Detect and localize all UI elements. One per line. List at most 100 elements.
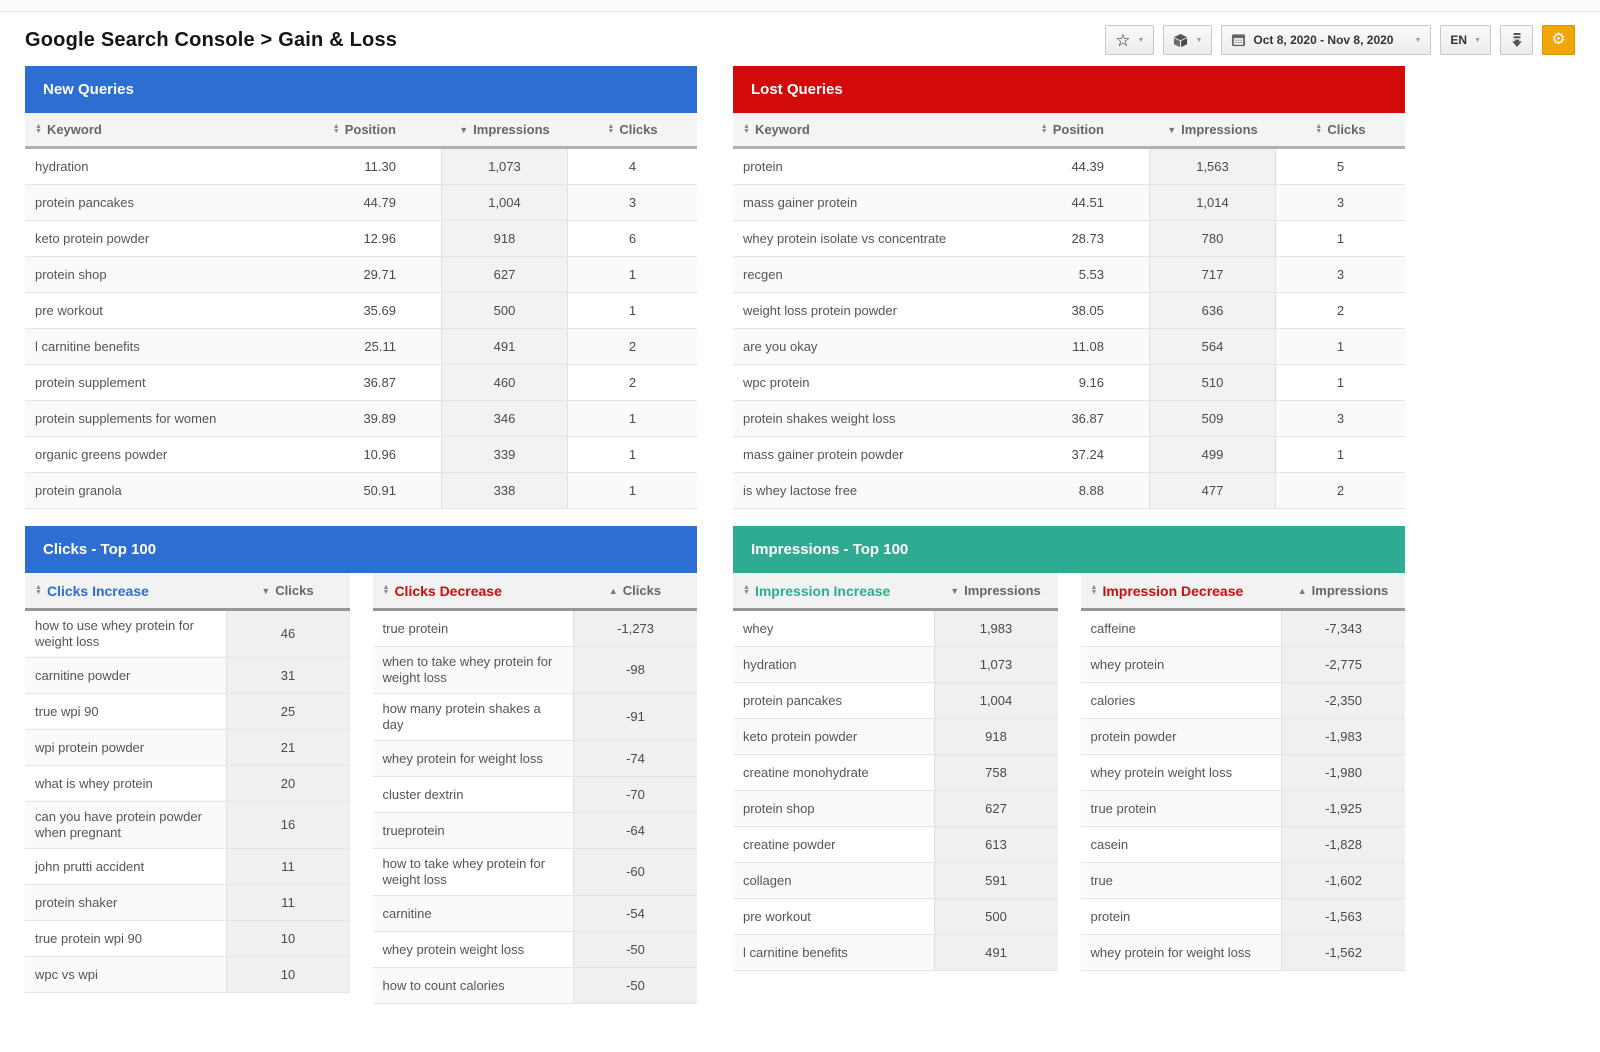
column-header-position[interactable]: ▲ ▼ Position <box>276 122 441 137</box>
table-row: weight loss protein powder 38.05 636 2 <box>733 293 1405 329</box>
table-row: protein shaker 11 <box>25 885 350 921</box>
column-label: Impressions <box>1311 583 1389 598</box>
sort-both-icon: ▲ ▼ <box>1090 583 1098 596</box>
column-header-impression-increase[interactable]: ▲ ▼ Impression Increase <box>733 583 934 599</box>
column-header-clicks[interactable]: ▲ Clicks <box>573 583 697 598</box>
clicks-decrease-table: ▲ ▼ Clicks Decrease ▲ Clicks true protein… <box>372 573 697 1004</box>
table-row: protein pancakes 44.79 1,004 3 <box>25 185 697 221</box>
cell-keyword: pre workout <box>35 302 103 318</box>
date-range-button[interactable]: Oct 8, 2020 - Nov 8, 2020 ▼ <box>1221 25 1432 55</box>
sort-both-icon: ▲ ▼ <box>1315 122 1323 135</box>
table-row: are you okay 11.08 564 1 <box>733 329 1405 365</box>
sort-asc-icon: ▲ <box>1297 585 1307 596</box>
column-header-impressions[interactable]: ▲ Impressions <box>1281 583 1405 598</box>
cell-value: 1,004 <box>933 683 1058 718</box>
column-header-impressions[interactable]: ▼ Impressions <box>934 583 1058 598</box>
cell-clicks: 1 <box>1336 446 1345 462</box>
new-queries-panel: New Queries ▲ ▼ Keyword ▲ ▼ Position ▼ Imp… <box>25 66 697 509</box>
cell-position: 11.30 <box>364 158 396 174</box>
column-header-clicks[interactable]: ▲ ▼ Clicks <box>568 122 697 137</box>
table-row: wpc vs wpi 10 <box>25 957 350 993</box>
cell-clicks: 2 <box>1336 302 1345 318</box>
table-row: whey protein for weight loss -74 <box>372 741 697 777</box>
column-header-impressions[interactable]: ▼ Impressions <box>1149 122 1276 137</box>
cell-value: -1,983 <box>1281 719 1405 754</box>
column-header-keyword[interactable]: ▲ ▼ Keyword <box>25 122 276 137</box>
cell-keyword: caffeine <box>1090 620 1136 636</box>
table-row: whey protein weight loss -50 <box>372 932 697 968</box>
cell-value: 627 <box>933 791 1058 826</box>
cell-impressions: 1,073 <box>441 149 568 184</box>
cell-value: -50 <box>573 932 697 967</box>
cell-value: 918 <box>933 719 1058 754</box>
table-row: carnitine powder 31 <box>25 658 350 694</box>
cell-position: 37.24 <box>1071 446 1104 462</box>
lost-queries-title: Lost Queries <box>733 66 1405 113</box>
cell-clicks: 1 <box>1336 338 1345 354</box>
cell-keyword: whey protein for weight loss <box>1090 944 1251 960</box>
table-row: protein supplements for women 39.89 346 1 <box>25 401 697 437</box>
cell-impressions: 1,563 <box>1149 149 1276 184</box>
cell-keyword: cluster dextrin <box>382 786 464 802</box>
sort-both-icon: ▲ ▼ <box>743 122 750 135</box>
cell-value: -1,562 <box>1281 935 1405 970</box>
table-row: trueprotein -64 <box>372 813 697 849</box>
table-row: hydration 1,073 <box>733 647 1058 683</box>
cell-keyword: calories <box>1090 692 1136 708</box>
product-button[interactable]: ▼ <box>1163 25 1213 55</box>
column-header-clicks[interactable]: ▼ Clicks <box>226 583 350 598</box>
cell-position: 11.08 <box>1072 338 1104 354</box>
table-row: john prutti accident 11 <box>25 849 350 885</box>
cell-keyword: l carnitine benefits <box>35 338 140 354</box>
sort-desc-icon: ▼ <box>950 585 960 596</box>
impression-increase-rows: whey 1,983 hydration 1,073 protein pancakes 1… <box>733 611 1058 971</box>
column-header-position[interactable]: ▲ ▼ Position <box>984 122 1149 137</box>
column-label: Clicks <box>622 583 662 598</box>
cell-position: 28.73 <box>1071 230 1104 246</box>
settings-button[interactable]: ⚙ <box>1542 25 1575 55</box>
cell-keyword: are you okay <box>743 338 818 354</box>
column-header-impression-decrease[interactable]: ▲ ▼ Impression Decrease <box>1081 583 1282 599</box>
table-row: protein 44.39 1,563 5 <box>733 149 1405 185</box>
favorites-button[interactable]: ☆ ▼ <box>1105 25 1155 55</box>
table-row: protein pancakes 1,004 <box>733 683 1058 719</box>
table-row: how to count calories -50 <box>372 968 697 1004</box>
language-button[interactable]: EN ▼ <box>1440 25 1491 55</box>
table-row: protein supplement 36.87 460 2 <box>25 365 697 401</box>
download-button[interactable] <box>1500 25 1533 55</box>
lost-queries-column-headers: ▲ ▼ Keyword ▲ ▼ Position ▼ Impressions ▲ ▼ … <box>733 113 1405 149</box>
column-header-clicks-decrease[interactable]: ▲ ▼ Clicks Decrease <box>373 583 574 599</box>
cell-keyword: mass gainer protein powder <box>743 446 904 462</box>
impression-decrease-table: ▲ ▼ Impression Decrease ▲ Impressions caf… <box>1080 573 1405 971</box>
column-header-keyword[interactable]: ▲ ▼ Keyword <box>733 122 984 137</box>
table-row: true protein -1,273 <box>372 611 697 647</box>
cell-value: -1,925 <box>1281 791 1405 826</box>
cell-value: 10 <box>225 957 350 992</box>
cell-keyword: is whey lactose free <box>743 482 858 498</box>
table-row: how to use whey protein for weight loss 4… <box>25 611 350 658</box>
column-header-clicks-increase[interactable]: ▲ ▼ Clicks Increase <box>25 583 226 599</box>
column-header-clicks[interactable]: ▲ ▼ Clicks <box>1276 122 1405 137</box>
column-header-impressions[interactable]: ▼ Impressions <box>441 122 568 137</box>
table-row: creatine powder 613 <box>733 827 1058 863</box>
table-row: protein shakes weight loss 36.87 509 3 <box>733 401 1405 437</box>
cell-clicks: 3 <box>1336 194 1345 210</box>
sort-asc-icon: ▲ <box>608 585 618 596</box>
cell-value: -1,563 <box>1281 899 1405 934</box>
new-queries-column-headers: ▲ ▼ Keyword ▲ ▼ Position ▼ Impressions ▲ ▼ … <box>25 113 697 149</box>
cell-value: 491 <box>933 935 1058 970</box>
cell-keyword: whey protein for weight loss <box>382 750 543 766</box>
cell-position: 44.51 <box>1071 194 1104 210</box>
impressions-top100-title: Impressions - Top 100 <box>733 526 1405 573</box>
cell-position: 36.87 <box>363 374 396 390</box>
cell-keyword: recgen <box>743 266 783 282</box>
table-row: protein -1,563 <box>1080 899 1405 935</box>
table-row: true wpi 90 25 <box>25 694 350 730</box>
cell-position: 50.91 <box>363 482 396 498</box>
new-queries-title: New Queries <box>25 66 697 113</box>
cell-clicks: 2 <box>1336 482 1345 498</box>
table-row: protein shop 627 <box>733 791 1058 827</box>
table-row: whey 1,983 <box>733 611 1058 647</box>
clicks-increase-table: ▲ ▼ Clicks Increase ▼ Clicks how to use w… <box>25 573 350 1004</box>
cell-keyword: wpc protein <box>743 374 810 390</box>
